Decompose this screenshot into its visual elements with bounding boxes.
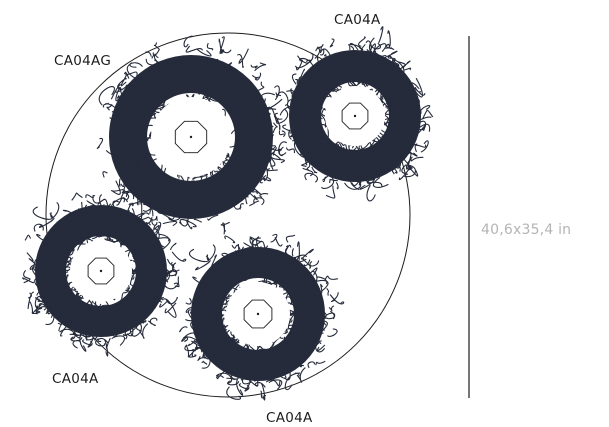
wreath-label-ca04a-bottom: CA04A [266,410,313,426]
arrangement-outline-circle [45,32,411,398]
wreath-center-dot [353,114,357,118]
wreath-ca04a-left [22,189,187,357]
wreath-tufts [96,35,288,240]
wreath-tufts [22,189,187,357]
wreath-core-octagon [87,257,115,285]
wreath-core-octagon [174,120,208,154]
wreath-label-ca04a-left: CA04A [52,371,99,387]
wreath-ca04ag [96,35,288,240]
wreath-core-octagon [243,299,273,329]
wreath-ca04a-top-right [274,26,434,202]
wreath-core-octagon [341,102,369,130]
wreath-center-dot [99,269,103,273]
wreath-center-dot [256,312,260,316]
wreath-center-dot [189,135,193,139]
wreath-ca04a-bottom [179,233,345,401]
wreath-tufts [179,233,345,401]
wreath-label-ca04a-top-right: CA04A [334,12,381,28]
wreath-label-ca04ag: CA04AG [54,53,111,69]
dimension-label: 40,6x35,4 in [481,222,571,238]
